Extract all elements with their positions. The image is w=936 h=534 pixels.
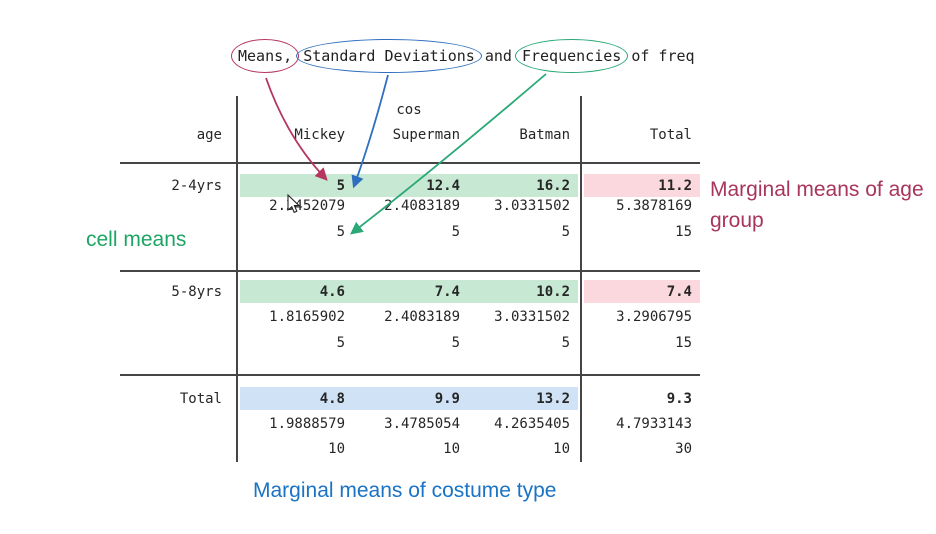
row-label: 5-8yrs <box>171 283 222 300</box>
circled-standard-deviations: Standard Deviations <box>296 39 482 73</box>
table-vertical-rule-right <box>580 96 582 462</box>
cell-freq: 5 <box>336 224 345 240</box>
cell-sd: 3.0331502 <box>494 198 570 214</box>
annotation-cell-means: cell means <box>86 228 187 251</box>
cell-mean: 4.6 <box>319 283 345 300</box>
cell-mean-total: 7.4 <box>584 280 700 303</box>
cell-sd-total: 5.3878169 <box>616 198 692 214</box>
row3-freqs: 10 10 10 30 <box>120 438 700 460</box>
cell-mean: 7.4 <box>434 283 460 300</box>
cell-sd: 2.3452079 <box>269 198 345 214</box>
cell-mean: 4.8 <box>319 390 345 407</box>
col-header-mickey: Mickey <box>294 127 345 143</box>
cell-sd: 4.2635405 <box>494 416 570 432</box>
table-rule-mid <box>120 270 700 272</box>
row2-sds: 1.8165902 2.4083189 3.0331502 3.2906795 <box>120 306 700 328</box>
cell-mean: 9.9 <box>434 390 460 407</box>
cell-freq: 5 <box>561 335 570 351</box>
col-header-superman: Superman <box>392 127 460 143</box>
cell-mean-total: 11.2 <box>584 174 700 197</box>
cell-sd-total: 3.2906795 <box>616 309 692 325</box>
table-rule-top <box>120 162 700 164</box>
cell-freq-total: 30 <box>675 441 692 457</box>
table-title: Means, Standard Deviations and Frequenci… <box>231 39 695 73</box>
col-header-batman: Batman <box>519 127 570 143</box>
row1-sds: 2.3452079 2.4083189 3.0331502 5.3878169 <box>120 195 700 217</box>
cell-freq: 5 <box>561 224 570 240</box>
cell-sd: 1.9888579 <box>269 416 345 432</box>
cell-sd: 1.8165902 <box>269 309 345 325</box>
cell-mean: 13.2 <box>536 390 570 407</box>
cell-sd: 3.4785054 <box>384 416 460 432</box>
cell-means-band: 4.6 7.4 10.2 <box>240 280 578 303</box>
row3-sds: 1.9888579 3.4785054 4.2635405 4.7933143 <box>120 413 700 435</box>
table-vertical-rule-left <box>236 96 238 462</box>
table-rule-bottom <box>120 374 700 376</box>
cell-sd: 2.4083189 <box>384 198 460 214</box>
row2-means: 5-8yrs 4.6 7.4 10.2 7.4 <box>120 280 700 303</box>
cell-mean: 12.4 <box>426 177 460 194</box>
cell-means-band: 5 12.4 16.2 <box>240 174 578 197</box>
annotation-marginal-age: Marginal means of age group <box>710 178 924 232</box>
row-label: Total <box>179 390 222 407</box>
cell-freq: 5 <box>451 335 460 351</box>
circled-means: Means, <box>231 39 300 73</box>
cell-sd-total: 4.7933143 <box>616 416 692 432</box>
cell-freq: 10 <box>443 441 460 457</box>
title-and: and <box>475 47 521 65</box>
cell-freq: 10 <box>553 441 570 457</box>
cell-mean: 10.2 <box>536 283 570 300</box>
row1-freqs: 5 5 5 15 <box>120 221 700 243</box>
col-header-total: Total <box>649 127 692 143</box>
column-group-label: cos <box>396 102 422 118</box>
cell-mean: 16.2 <box>536 177 570 194</box>
circled-frequencies: Frequencies <box>514 39 629 73</box>
cell-freq-total: 15 <box>675 335 692 351</box>
cell-sd: 3.0331502 <box>494 309 570 325</box>
row2-freqs: 5 5 5 15 <box>120 332 700 354</box>
cell-freq: 10 <box>328 441 345 457</box>
cell-means-band: 4.8 9.9 13.2 <box>240 387 578 410</box>
row1-means: 2-4yrs 5 12.4 16.2 11.2 <box>120 174 700 197</box>
row3-means: Total 4.8 9.9 13.2 9.3 <box>120 387 700 410</box>
cell-mean-total: 9.3 <box>666 390 692 407</box>
cell-freq: 5 <box>336 335 345 351</box>
table-header-row: age Mickey Superman Batman Total <box>120 124 700 146</box>
cell-sd: 2.4083189 <box>384 309 460 325</box>
col-header-age: age <box>196 127 222 143</box>
annotation-marginal-costume: Marginal means of costume type <box>253 479 557 502</box>
row-label: 2-4yrs <box>171 177 222 194</box>
cell-freq-total: 15 <box>675 224 692 240</box>
cell-mean: 5 <box>336 177 345 194</box>
cell-freq: 5 <box>451 224 460 240</box>
title-tail: of freq <box>622 47 695 65</box>
